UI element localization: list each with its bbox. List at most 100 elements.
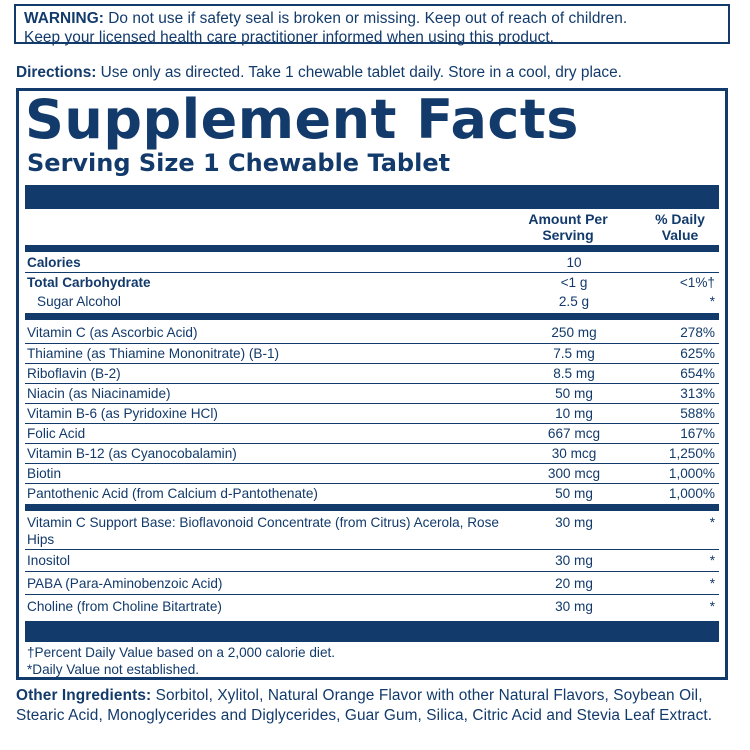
footer-bar (25, 621, 719, 642)
directions: Directions: Use only as directed. Take 1… (16, 63, 746, 83)
nutrient-row-vitamin-b12: Vitamin B-12 (as Cyanocobalamin) 30 mcg … (25, 444, 719, 464)
divider (25, 423, 719, 424)
serving-size: Serving Size 1 Chewable Tablet (27, 149, 451, 177)
nutrient-daily-value: 278% (680, 325, 715, 340)
nutrient-label: Thiamine (as Thiamine Mononitrate) (B-1) (27, 346, 280, 361)
divider (25, 272, 719, 273)
nutrient-daily-value: * (709, 576, 715, 591)
nutrient-daily-value: * (709, 515, 715, 530)
divider-thick (25, 313, 719, 320)
column-header-amount: Amount Per Serving (509, 211, 627, 243)
nutrient-amount: 667 mcg (547, 426, 601, 441)
nutrient-amount: 300 mcg (547, 466, 601, 481)
directions-text: Use only as directed. Take 1 chewable ta… (96, 64, 622, 81)
other-ingredients-text: Sorbitol, Xylitol, Natural Orange Flavor… (16, 687, 713, 724)
column-header-amount-line2: Serving (542, 227, 594, 243)
other-ingredients: Other Ingredients: Sorbitol, Xylitol, Na… (16, 686, 740, 725)
nutrient-amount: 30 mg (555, 515, 593, 530)
nutrient-row-thiamine: Thiamine (as Thiamine Mononitrate) (B-1)… (25, 344, 719, 364)
divider (25, 549, 719, 550)
nutrient-label: Vitamin B-6 (as Pyridoxine HCl) (27, 406, 218, 421)
nutrient-amount: 8.5 mg (553, 366, 595, 381)
warning-text-line2: Keep your licensed health care practitio… (24, 29, 554, 46)
divider-thick (25, 245, 719, 252)
nutrient-daily-value: 588% (680, 406, 715, 421)
nutrient-label: Calories (27, 255, 81, 270)
nutrient-daily-value: 625% (680, 346, 715, 361)
nutrient-amount: <1 g (560, 275, 588, 290)
divider (25, 383, 719, 384)
facts-title: Supplement Facts (25, 88, 579, 151)
divider (25, 594, 719, 595)
divider (25, 403, 719, 404)
nutrient-label: Total Carbohydrate (27, 275, 151, 290)
divider (25, 443, 719, 444)
nutrient-label: Vitamin C (as Ascorbic Acid) (27, 325, 198, 340)
nutrient-daily-value: 1,000% (668, 466, 715, 481)
nutrient-label: Inositol (27, 553, 71, 568)
footnote-daily-value-not-established: *Daily Value not established. (27, 662, 200, 677)
nutrient-amount: 20 mg (555, 576, 593, 591)
nutrient-daily-value: 654% (680, 366, 715, 381)
supplement-facts-panel: Supplement Facts Serving Size 1 Chewable… (16, 88, 728, 680)
nutrient-amount: 30 mcg (551, 446, 597, 461)
nutrient-row-choline: Choline (from Choline Bitartrate) 30 mg … (25, 597, 719, 617)
nutrient-daily-value: 313% (680, 386, 715, 401)
nutrient-amount: 7.5 mg (553, 346, 595, 361)
nutrient-daily-value: <1%† (679, 275, 715, 290)
header-bar (25, 185, 719, 209)
nutrient-row-vitamin-c: Vitamin C (as Ascorbic Acid) 250 mg 278% (25, 323, 719, 343)
nutrient-row-sugar-alcohol: Sugar Alcohol 2.5 g * (25, 292, 719, 312)
nutrient-label: Vitamin C Support Base: Bioflavonoid Con… (27, 515, 499, 547)
nutrient-amount: 250 mg (551, 325, 597, 340)
warning-box: WARNING: Do not use if safety seal is br… (14, 4, 730, 46)
nutrient-amount: 50 mg (555, 486, 593, 501)
nutrient-amount: 30 mg (555, 599, 593, 614)
other-ingredients-label: Other Ingredients: (16, 687, 152, 704)
column-header-amount-line1: Amount Per (528, 211, 608, 227)
divider (25, 483, 719, 484)
nutrient-label: Pantothenic Acid (from Calcium d-Pantoth… (27, 486, 318, 501)
nutrient-row-total-carbohydrate: Total Carbohydrate <1 g <1%† (25, 273, 719, 293)
nutrient-row-riboflavin: Riboflavin (B-2) 8.5 mg 654% (25, 364, 719, 384)
column-header-dv-line2: Value (661, 227, 699, 243)
nutrient-label: Riboflavin (B-2) (27, 366, 121, 381)
nutrient-daily-value: 167% (680, 426, 715, 441)
column-header-dv-line1: % Daily (655, 211, 705, 227)
nutrient-daily-value: * (709, 294, 715, 309)
nutrient-row-inositol: Inositol 30 mg * (25, 551, 719, 571)
divider (25, 363, 719, 364)
nutrient-row-niacin: Niacin (as Niacinamide) 50 mg 313% (25, 384, 719, 404)
nutrient-label: Choline (from Choline Bitartrate) (27, 599, 222, 614)
column-header-daily-value: % Daily Value (637, 211, 723, 243)
nutrient-row-folic-acid: Folic Acid 667 mcg 167% (25, 424, 719, 444)
nutrient-daily-value: 1,250% (668, 446, 715, 461)
divider-thick (25, 504, 719, 511)
nutrient-amount: 30 mg (555, 553, 593, 568)
nutrient-row-calories: Calories 10 (25, 253, 719, 273)
nutrient-daily-value: 1,000% (668, 486, 715, 501)
warning-text-line1: Do not use if safety seal is broken or m… (103, 10, 628, 27)
warning-label: WARNING: (24, 10, 104, 27)
nutrient-daily-value: * (709, 599, 715, 614)
footnote-percent-daily-value: †Percent Daily Value based on a 2,000 ca… (27, 645, 336, 660)
nutrient-amount: 10 (566, 255, 582, 270)
divider (25, 343, 719, 344)
nutrient-label: Niacin (as Niacinamide) (27, 386, 171, 401)
nutrient-label: Sugar Alcohol (37, 294, 121, 309)
nutrient-amount: 2.5 g (558, 294, 590, 309)
nutrient-row-pantothenic-acid: Pantothenic Acid (from Calcium d-Pantoth… (25, 484, 719, 504)
nutrient-row-vitamin-b6: Vitamin B-6 (as Pyridoxine HCl) 10 mg 58… (25, 404, 719, 424)
nutrient-label: PABA (Para-Aminobenzoic Acid) (27, 576, 223, 591)
divider (25, 571, 719, 572)
directions-label: Directions: (16, 64, 97, 81)
nutrient-row-paba: PABA (Para-Aminobenzoic Acid) 20 mg * (25, 574, 719, 594)
nutrient-label: Folic Acid (27, 426, 86, 441)
nutrient-row-vitamin-c-support-base: Vitamin C Support Base: Bioflavonoid Con… (25, 512, 719, 548)
nutrient-row-biotin: Biotin 300 mcg 1,000% (25, 464, 719, 484)
nutrient-amount: 10 mg (555, 406, 593, 421)
nutrient-label: Vitamin B-12 (as Cyanocobalamin) (27, 446, 237, 461)
nutrient-daily-value: * (709, 553, 715, 568)
nutrient-label: Biotin (27, 466, 62, 481)
